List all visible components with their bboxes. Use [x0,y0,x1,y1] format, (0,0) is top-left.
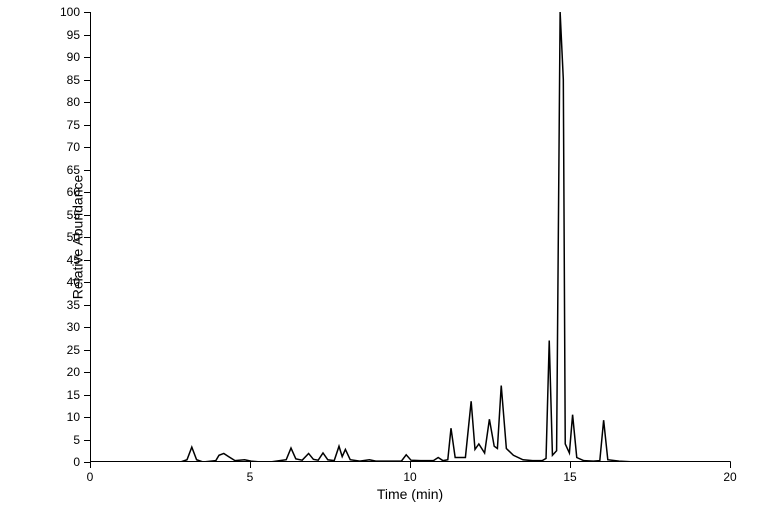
x-tick-label: 5 [238,470,262,484]
y-tick-label: 0 [54,455,80,469]
y-tick-label: 5 [54,433,80,447]
y-tick-label: 15 [54,388,80,402]
x-axis-label: Time (min) [370,486,450,502]
plot-area [90,12,730,462]
chromatogram-chart: Relative Abundance Time (min) 0510152025… [0,0,768,520]
x-tick-label: 15 [558,470,582,484]
y-tick-label: 95 [54,28,80,42]
chromatogram-line [91,12,731,462]
chromatogram-trace [91,12,731,462]
y-tick-label: 70 [54,140,80,154]
y-tick-label: 40 [54,275,80,289]
y-tick-label: 30 [54,320,80,334]
y-tick-label: 75 [54,118,80,132]
y-tick-label: 65 [54,163,80,177]
y-tick-label: 20 [54,365,80,379]
y-tick-label: 50 [54,230,80,244]
y-tick-label: 10 [54,410,80,424]
y-tick-label: 55 [54,208,80,222]
y-tick-label: 25 [54,343,80,357]
y-tick-label: 45 [54,253,80,267]
x-tick-label: 20 [718,470,742,484]
x-tick-label: 10 [398,470,422,484]
y-tick-label: 60 [54,185,80,199]
x-tick-label: 0 [78,470,102,484]
y-tick-label: 90 [54,50,80,64]
y-tick-label: 85 [54,73,80,87]
y-tick-label: 80 [54,95,80,109]
y-tick-label: 100 [54,5,80,19]
y-tick-label: 35 [54,298,80,312]
